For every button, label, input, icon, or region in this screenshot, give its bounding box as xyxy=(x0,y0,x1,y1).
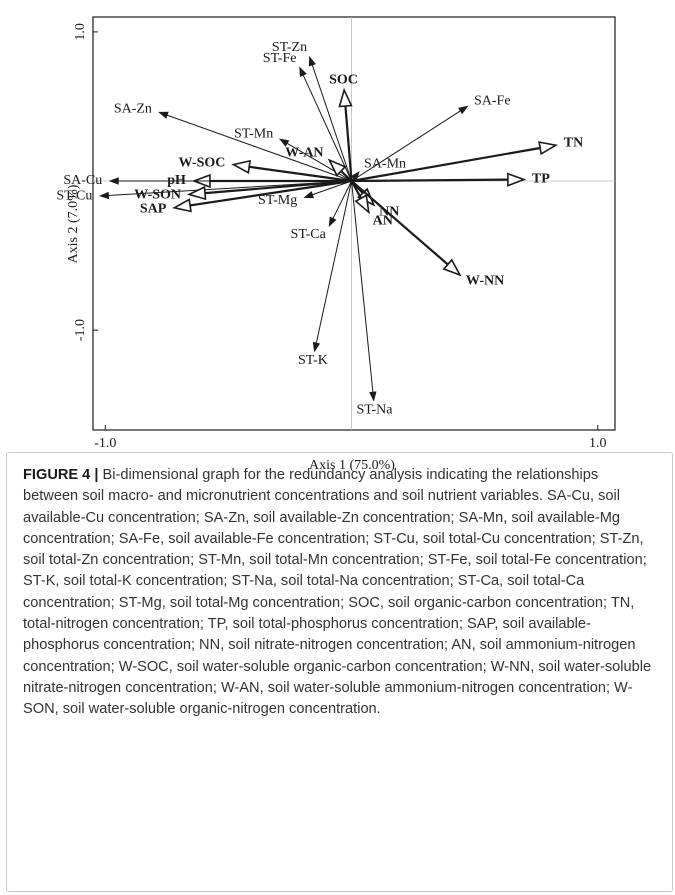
arrow-label: SA-Fe xyxy=(474,93,511,108)
arrow-head xyxy=(328,216,337,228)
arrow xyxy=(278,138,352,182)
arrow xyxy=(299,66,352,182)
arrow-shaft xyxy=(312,180,352,196)
arrow-shaft xyxy=(351,180,374,393)
arrow-label: ST-Mn xyxy=(234,126,273,141)
arrow-shaft xyxy=(340,170,353,182)
arrow-label: ST-Cu xyxy=(56,189,92,204)
arrow xyxy=(303,180,352,199)
arrow xyxy=(231,159,352,183)
arrow-label: ST-Zn xyxy=(272,40,307,55)
arrow-shaft xyxy=(204,179,352,195)
x-tick-label: 1.0 xyxy=(589,436,607,451)
arrow-head xyxy=(108,177,119,185)
arrow-shaft xyxy=(315,180,353,344)
arrow-head xyxy=(442,258,462,277)
caption-label: FIGURE 4 | xyxy=(23,467,99,483)
arrow-shaft xyxy=(350,180,449,266)
arrow-label: ST-Na xyxy=(356,402,393,417)
arrow-shaft xyxy=(166,114,352,182)
arrow xyxy=(108,177,352,185)
arrow-head xyxy=(538,141,559,156)
caption: FIGURE 4 | Bi-dimensional graph for the … xyxy=(6,452,673,892)
arrow-head xyxy=(312,341,321,353)
plot-frame xyxy=(92,16,616,431)
arrow-label: W-SON xyxy=(134,187,181,202)
arrow xyxy=(351,172,527,187)
arrow-shaft xyxy=(311,64,353,182)
arrow-shaft xyxy=(286,142,352,182)
arrow-head xyxy=(303,191,315,199)
arrow-shaft xyxy=(344,105,353,182)
arrow xyxy=(350,180,370,215)
y-tick-label: 1.0 xyxy=(73,23,88,41)
arrow-label: SA-Cu xyxy=(63,173,102,188)
arrow-label: TP xyxy=(532,172,550,187)
arrow-label: W-AN xyxy=(285,145,323,160)
arrow-head xyxy=(338,87,353,108)
arrow-head xyxy=(186,185,207,201)
y-axis-label: Axis 2 (7.0%) xyxy=(66,184,81,263)
arrow-head xyxy=(172,198,192,213)
arrow-label: ST-Mg xyxy=(258,193,297,208)
arrow-label: AN xyxy=(373,213,393,228)
arrow-label: TN xyxy=(564,136,583,151)
y-tick-label: -1.0 xyxy=(73,319,88,341)
arrow-label: SA-Zn xyxy=(114,101,152,116)
arrow xyxy=(351,105,469,182)
arrow-shaft xyxy=(332,180,352,219)
arrow-head xyxy=(507,172,527,187)
arrow-head xyxy=(458,105,469,115)
arrow-shaft xyxy=(351,178,508,183)
arrow xyxy=(186,179,352,201)
arrow-head xyxy=(350,170,360,181)
arrow-head xyxy=(299,66,307,77)
arrow xyxy=(327,158,353,182)
arrow-shaft xyxy=(350,180,363,199)
arrow xyxy=(308,55,353,182)
arrow-label: ST-Fe xyxy=(263,51,297,66)
arrow-label: ST-K xyxy=(298,353,328,368)
arrow-label: SAP xyxy=(140,202,167,217)
arrow-head xyxy=(98,191,110,200)
arrow-head xyxy=(327,158,347,177)
arrow-shaft xyxy=(351,146,541,183)
arrow xyxy=(328,180,352,228)
arrow xyxy=(312,180,353,353)
arrow-head xyxy=(278,138,290,147)
arrow-label: W-NN xyxy=(466,274,504,289)
arrow xyxy=(338,87,353,182)
arrow xyxy=(158,111,352,182)
x-axis-label: Axis 1 (75.0%) xyxy=(309,458,395,473)
arrow-label: SOC xyxy=(329,72,358,87)
arrow-shaft xyxy=(351,110,461,182)
arrow-head xyxy=(369,391,377,402)
arrow-label: W-SOC xyxy=(178,155,225,170)
arrow xyxy=(350,180,462,277)
x-tick-label: -1.0 xyxy=(94,436,116,451)
arrow-shaft xyxy=(249,165,352,183)
arrow-head xyxy=(354,194,370,215)
arrow-head xyxy=(308,55,316,67)
arrow-label: ST-Ca xyxy=(291,227,327,242)
arrow-label: SA-Mn xyxy=(364,157,406,172)
arrow-head xyxy=(231,159,251,175)
arrow-shaft xyxy=(302,74,352,182)
arrow xyxy=(351,180,377,402)
arrow xyxy=(172,179,352,213)
arrow-shaft xyxy=(189,179,352,207)
caption-text: Bi-dimensional graph for the redundancy … xyxy=(23,467,652,718)
arrow-head xyxy=(158,111,169,119)
arrow xyxy=(351,141,559,183)
